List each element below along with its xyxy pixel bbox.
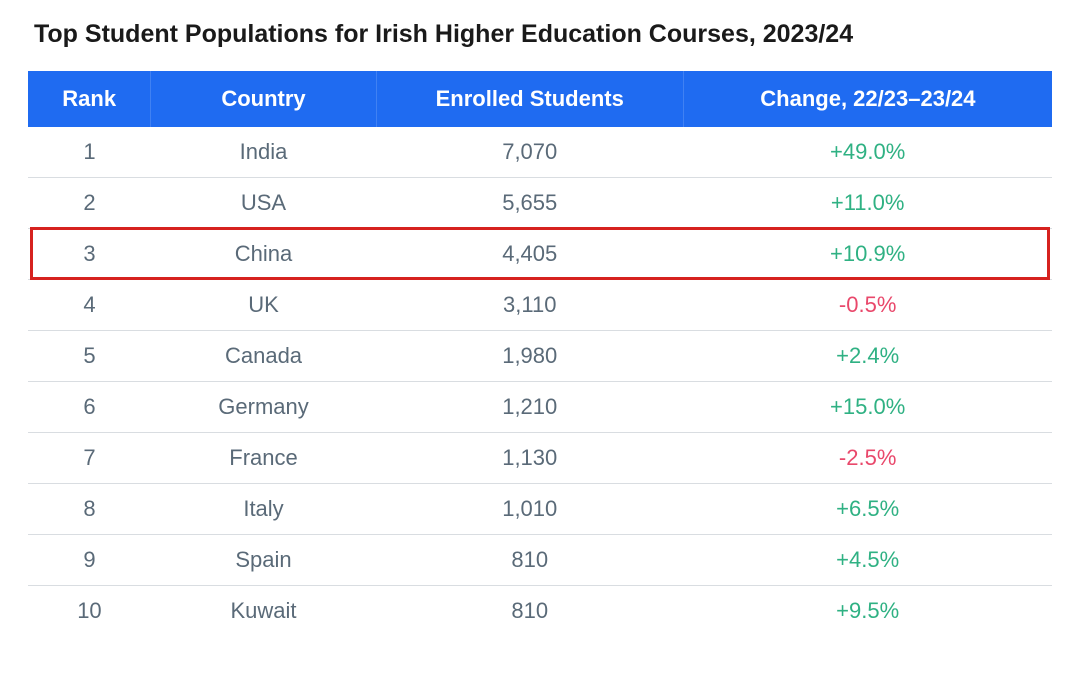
cell-country: Canada [151, 331, 376, 382]
table-row: 1India7,070+49.0% [28, 127, 1052, 178]
col-header-country: Country [151, 71, 376, 127]
col-header-rank: Rank [28, 71, 151, 127]
table-wrap: Rank Country Enrolled Students Change, 2… [28, 71, 1052, 636]
cell-country: Germany [151, 382, 376, 433]
cell-enrolled: 5,655 [376, 178, 683, 229]
cell-rank: 7 [28, 433, 151, 484]
cell-country: Italy [151, 484, 376, 535]
col-header-change: Change, 22/23–23/24 [683, 71, 1052, 127]
cell-rank: 5 [28, 331, 151, 382]
cell-enrolled: 1,210 [376, 382, 683, 433]
cell-rank: 10 [28, 586, 151, 637]
cell-enrolled: 1,010 [376, 484, 683, 535]
cell-change: -0.5% [683, 280, 1052, 331]
students-table: Rank Country Enrolled Students Change, 2… [28, 71, 1052, 636]
cell-enrolled: 1,130 [376, 433, 683, 484]
table-row: 4UK3,110-0.5% [28, 280, 1052, 331]
cell-country: France [151, 433, 376, 484]
cell-enrolled: 7,070 [376, 127, 683, 178]
cell-country: UK [151, 280, 376, 331]
table-row: 9Spain810+4.5% [28, 535, 1052, 586]
table-row: 7France1,130-2.5% [28, 433, 1052, 484]
cell-rank: 4 [28, 280, 151, 331]
cell-change: +10.9% [683, 229, 1052, 280]
cell-rank: 2 [28, 178, 151, 229]
cell-change: +11.0% [683, 178, 1052, 229]
cell-enrolled: 4,405 [376, 229, 683, 280]
cell-rank: 3 [28, 229, 151, 280]
table-row: 10Kuwait810+9.5% [28, 586, 1052, 637]
cell-country: Kuwait [151, 586, 376, 637]
cell-change: +6.5% [683, 484, 1052, 535]
cell-enrolled: 1,980 [376, 331, 683, 382]
cell-country: USA [151, 178, 376, 229]
col-header-enrolled: Enrolled Students [376, 71, 683, 127]
cell-country: India [151, 127, 376, 178]
table-header-row: Rank Country Enrolled Students Change, 2… [28, 71, 1052, 127]
table-row: 8Italy1,010+6.5% [28, 484, 1052, 535]
cell-change: +2.4% [683, 331, 1052, 382]
cell-change: +4.5% [683, 535, 1052, 586]
cell-change: +15.0% [683, 382, 1052, 433]
table-row: 3China4,405+10.9% [28, 229, 1052, 280]
table-row: 2USA5,655+11.0% [28, 178, 1052, 229]
cell-rank: 8 [28, 484, 151, 535]
cell-country: Spain [151, 535, 376, 586]
page-title: Top Student Populations for Irish Higher… [34, 20, 1052, 49]
cell-change: +9.5% [683, 586, 1052, 637]
cell-enrolled: 3,110 [376, 280, 683, 331]
cell-enrolled: 810 [376, 586, 683, 637]
cell-rank: 6 [28, 382, 151, 433]
cell-rank: 9 [28, 535, 151, 586]
cell-rank: 1 [28, 127, 151, 178]
cell-change: -2.5% [683, 433, 1052, 484]
cell-change: +49.0% [683, 127, 1052, 178]
cell-country: China [151, 229, 376, 280]
cell-enrolled: 810 [376, 535, 683, 586]
table-row: 5Canada1,980+2.4% [28, 331, 1052, 382]
table-row: 6Germany1,210+15.0% [28, 382, 1052, 433]
